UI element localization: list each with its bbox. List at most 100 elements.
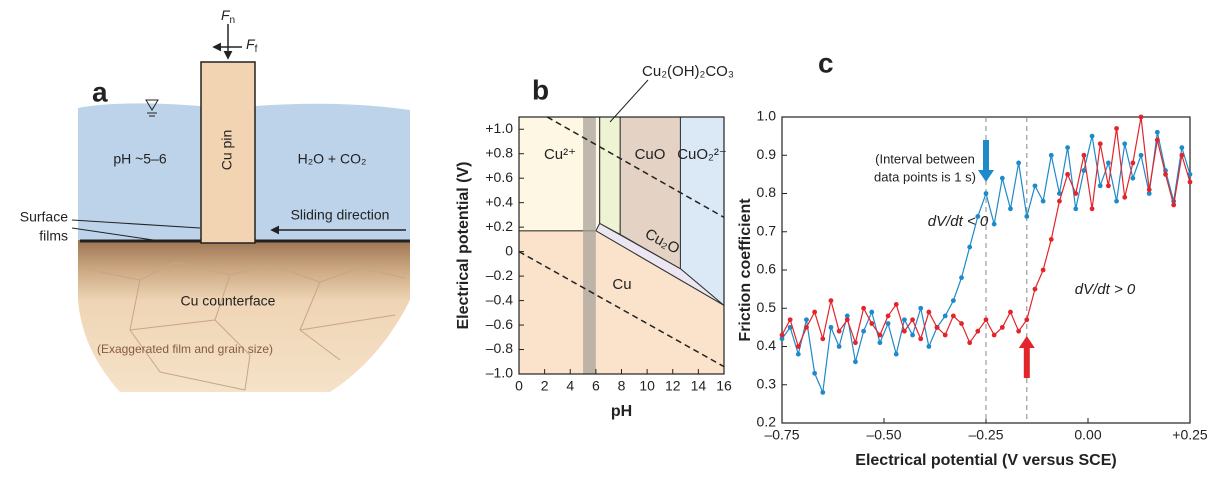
data-point [999, 324, 1005, 330]
water-level-symbol [145, 99, 159, 117]
data-point [934, 324, 940, 330]
y-tick-label: 0.5 [757, 299, 777, 315]
data-point [1024, 214, 1030, 219]
water-line [518, 250, 725, 368]
y-tick-label: 0 [505, 242, 513, 258]
data-point [1097, 141, 1103, 147]
data-point [1065, 171, 1070, 177]
normal-force-label: Fn [221, 7, 235, 26]
data-point [820, 336, 826, 342]
data-point [1138, 152, 1144, 158]
force-subscript: n [230, 15, 236, 26]
data-point [950, 313, 956, 319]
x-axis-label: pH [611, 403, 632, 420]
region [599, 116, 621, 236]
data-point [779, 336, 785, 342]
data-point [910, 317, 915, 323]
region-label: Cu [612, 276, 631, 293]
data-point [1097, 183, 1103, 189]
series-label: dV/dt < 0 [928, 213, 989, 230]
data-point [836, 344, 842, 349]
data-point [1163, 171, 1168, 177]
data-point [1187, 171, 1193, 177]
y-tick-label: 0.3 [757, 375, 777, 391]
panel-label: b [532, 74, 549, 105]
data-point [844, 313, 850, 319]
data-point [795, 344, 801, 349]
data-point [828, 298, 834, 303]
y-tick-label: +0.2 [485, 218, 513, 234]
x-tick-label: +0.25 [1172, 427, 1208, 443]
data-point [1179, 152, 1185, 158]
arrow [978, 140, 994, 182]
data-point [877, 332, 883, 338]
pin-label: Cu pin [219, 130, 235, 170]
data-point [942, 313, 948, 319]
data-point [1130, 160, 1136, 166]
data-point [1146, 191, 1152, 196]
x-tick-label: –0.50 [866, 427, 901, 443]
data-point [1154, 137, 1160, 143]
y-tick-label: –0.2 [486, 267, 513, 283]
data-point [910, 332, 915, 338]
data-point [999, 175, 1005, 181]
x-tick-label: 6 [592, 378, 600, 394]
x-tick-label: 10 [639, 378, 655, 394]
label-leader [609, 79, 649, 123]
x-tick-label: –0.25 [968, 427, 1003, 443]
x-tick-label: 16 [716, 378, 732, 394]
data-point [787, 324, 793, 330]
region-label: Cu₂(OH)₂CO₃ [642, 63, 734, 80]
data-point [1065, 145, 1070, 151]
data-point [1008, 309, 1013, 315]
data-point [1154, 129, 1160, 135]
data-point [1106, 160, 1111, 166]
data-point [1146, 187, 1152, 193]
data-point [926, 344, 932, 349]
note: (Exaggerated film and grain size) [97, 342, 273, 356]
x-tick-label: 14 [691, 378, 707, 394]
data-point [1073, 206, 1079, 212]
data-point [1089, 206, 1095, 212]
data-point [836, 328, 842, 334]
panel-label: a [92, 76, 108, 107]
y-tick-label: 1.0 [757, 108, 777, 124]
data-point [1114, 126, 1119, 131]
data-point [942, 332, 948, 338]
region-label: CuO₂²⁻ [677, 146, 727, 163]
data-point [967, 340, 973, 346]
data-point [1122, 194, 1128, 200]
y-tick-label: +0.6 [485, 169, 513, 185]
counterface [78, 240, 410, 392]
data-point [1032, 183, 1038, 189]
water-text: pH ~5–6 [113, 151, 167, 167]
data-point [1057, 198, 1062, 204]
data-point [869, 309, 875, 315]
data-point [1130, 175, 1136, 181]
data-point [893, 351, 899, 357]
sliding-label: Sliding direction [291, 207, 390, 223]
films-label: Surface [20, 209, 68, 225]
data-point [795, 351, 801, 357]
data-point [950, 298, 956, 303]
y-tick-label: +0.4 [485, 193, 513, 209]
data-point [1122, 141, 1128, 147]
data-point [787, 317, 793, 323]
data-point [861, 328, 866, 334]
data-point [1057, 191, 1062, 196]
data-point [967, 244, 973, 250]
data-point [918, 305, 924, 311]
annotation: (Interval between [875, 151, 975, 166]
data-point [1179, 145, 1185, 151]
data-point [1171, 202, 1177, 208]
gas-text: H₂O + CO₂ [298, 151, 367, 167]
data-point [1024, 317, 1030, 323]
x-tick-label: 0 [515, 378, 523, 394]
force-subscript: f [255, 44, 258, 55]
data-point [1073, 191, 1079, 196]
y-tick-label: 0.6 [757, 261, 777, 277]
data-point [983, 317, 989, 323]
y-axis-label: Electrical potential (V) [455, 161, 472, 329]
x-tick-label: 4 [566, 378, 574, 394]
y-tick-label: 0.9 [757, 146, 777, 162]
